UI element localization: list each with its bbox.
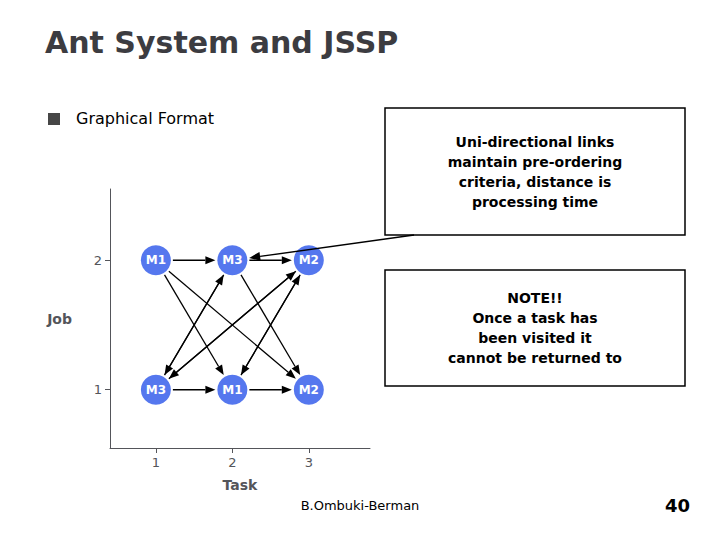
- svg-text:M3: M3: [146, 383, 166, 397]
- svg-text:maintain pre-ordering: maintain pre-ordering: [448, 154, 623, 170]
- svg-text:Graphical Format: Graphical Format: [76, 109, 214, 128]
- svg-text:1: 1: [94, 382, 102, 397]
- svg-text:2: 2: [94, 253, 102, 268]
- svg-text:Uni-directional links: Uni-directional links: [456, 134, 615, 150]
- svg-text:M1: M1: [222, 383, 242, 397]
- svg-text:been visited it: been visited it: [478, 330, 592, 346]
- svg-text:NOTE!!: NOTE!!: [507, 290, 563, 306]
- svg-text:3: 3: [305, 455, 313, 470]
- svg-text:M2: M2: [299, 383, 319, 397]
- svg-text:M1: M1: [146, 253, 166, 267]
- svg-text:Task: Task: [223, 477, 259, 493]
- svg-text:Ant System and JSSP: Ant System and JSSP: [45, 25, 398, 60]
- svg-text:criteria, distance is: criteria, distance is: [459, 174, 612, 190]
- svg-text:40: 40: [665, 495, 690, 516]
- svg-text:cannot be returned to: cannot be returned to: [448, 350, 622, 366]
- svg-text:Once a task has: Once a task has: [472, 310, 597, 326]
- svg-text:processing time: processing time: [472, 194, 598, 210]
- svg-text:M3: M3: [222, 253, 242, 267]
- svg-text:M2: M2: [299, 253, 319, 267]
- svg-text:B.Ombuki-Berman: B.Ombuki-Berman: [301, 498, 420, 513]
- svg-text:Job: Job: [46, 311, 72, 327]
- svg-text:1: 1: [152, 455, 160, 470]
- svg-text:2: 2: [228, 455, 236, 470]
